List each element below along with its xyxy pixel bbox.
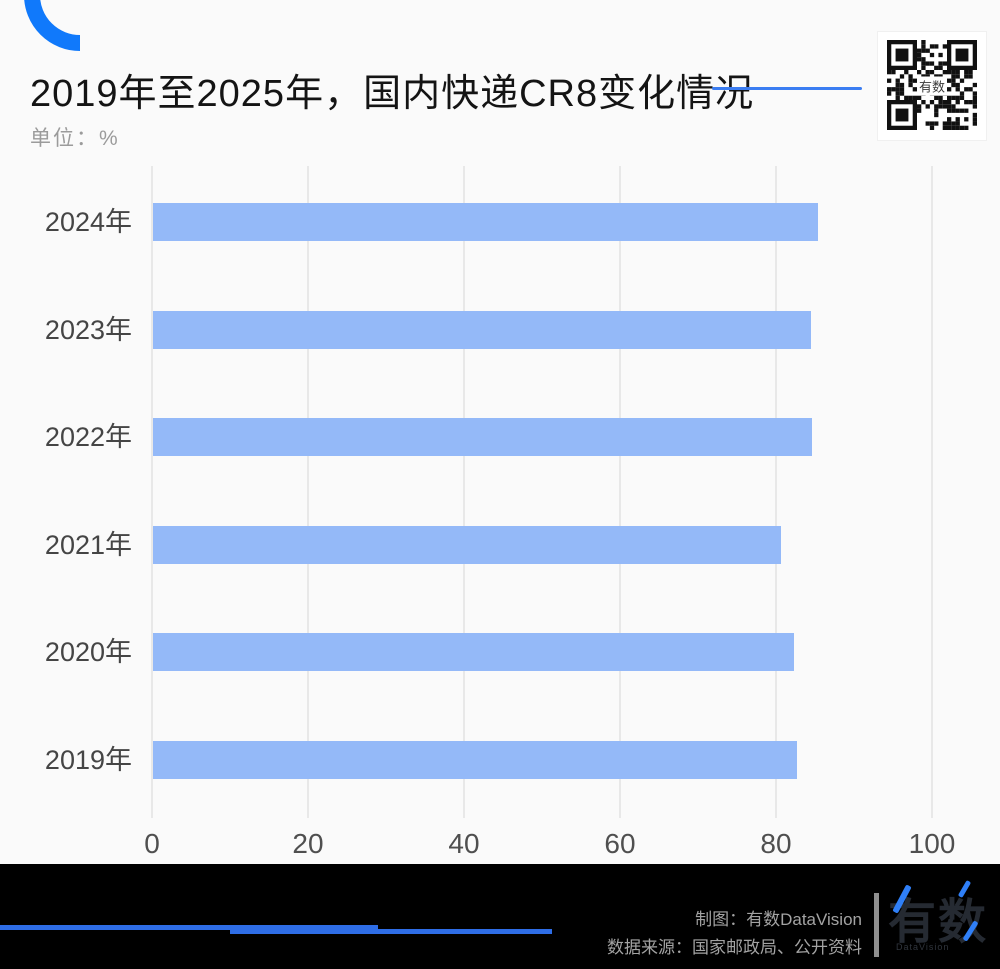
bar [153,740,797,779]
credit-line-2: 数据来源：国家邮政局、公开资料 [607,938,862,957]
qr-code: 有数 [878,32,986,140]
bar [153,418,813,456]
x-tick-label: 40 [448,828,480,859]
bar [153,525,781,564]
credit-line-1: 制图：有数DataVision [695,910,862,929]
y-axis-label: 2019年 [44,744,132,775]
bar [153,310,811,349]
qr-center-label: 有数 [916,76,948,96]
bar-row: 2022年 [0,418,1000,456]
bar-row: 2020年 [0,633,1000,671]
credits: 制图：有数DataVision 数据来源：国家邮政局、公开资料 [442,906,862,962]
bar-row: 2023年 [0,310,1000,349]
x-tick-label: 80 [760,828,792,859]
unit-label: 单位：% [30,127,120,150]
x-tick-label: 100 [908,828,956,859]
y-axis-label: 2020年 [44,637,132,667]
qr-pattern-icon [887,40,977,130]
y-axis-label: 2021年 [44,529,132,560]
bar [153,203,818,241]
y-axis-label: 2022年 [44,422,132,452]
x-tick-label: 60 [604,828,636,859]
gridline [619,166,621,818]
bar [153,633,795,671]
bar-chart: 0 20 40 60 80 100 2024年 2023年 2022年 2021年 2020年 201… [0,166,1000,859]
gridline [463,166,465,818]
footer-accent-line [0,925,378,930]
footer: 制图：有数DataVision 数据来源：国家邮政局、公开资料 有数 DataV… [0,864,1000,969]
bar-row: 2021年 [0,525,1000,564]
bar-row: 2024年 [0,203,1000,241]
gridline [775,166,777,818]
x-tick-label: 20 [292,828,324,859]
arc-icon [24,0,81,51]
footer-accent-line [230,929,552,934]
gridline [931,166,933,818]
bar-row: 2019年 [0,740,1000,779]
y-axis-label: 2024年 [44,207,132,237]
page-title: 2019年至2025年，国内快递CR8变化情况 [30,73,755,115]
y-axis-label: 2023年 [44,314,132,345]
gridline [307,166,309,818]
logo-divider [874,893,879,957]
gridline [151,166,153,818]
brand-arc-logo [0,0,110,60]
footer-logo-subtext: DataVision [896,942,950,952]
title-underline [712,87,862,90]
footer-logo: 有数 [888,896,989,949]
x-tick-label: 0 [144,828,160,859]
